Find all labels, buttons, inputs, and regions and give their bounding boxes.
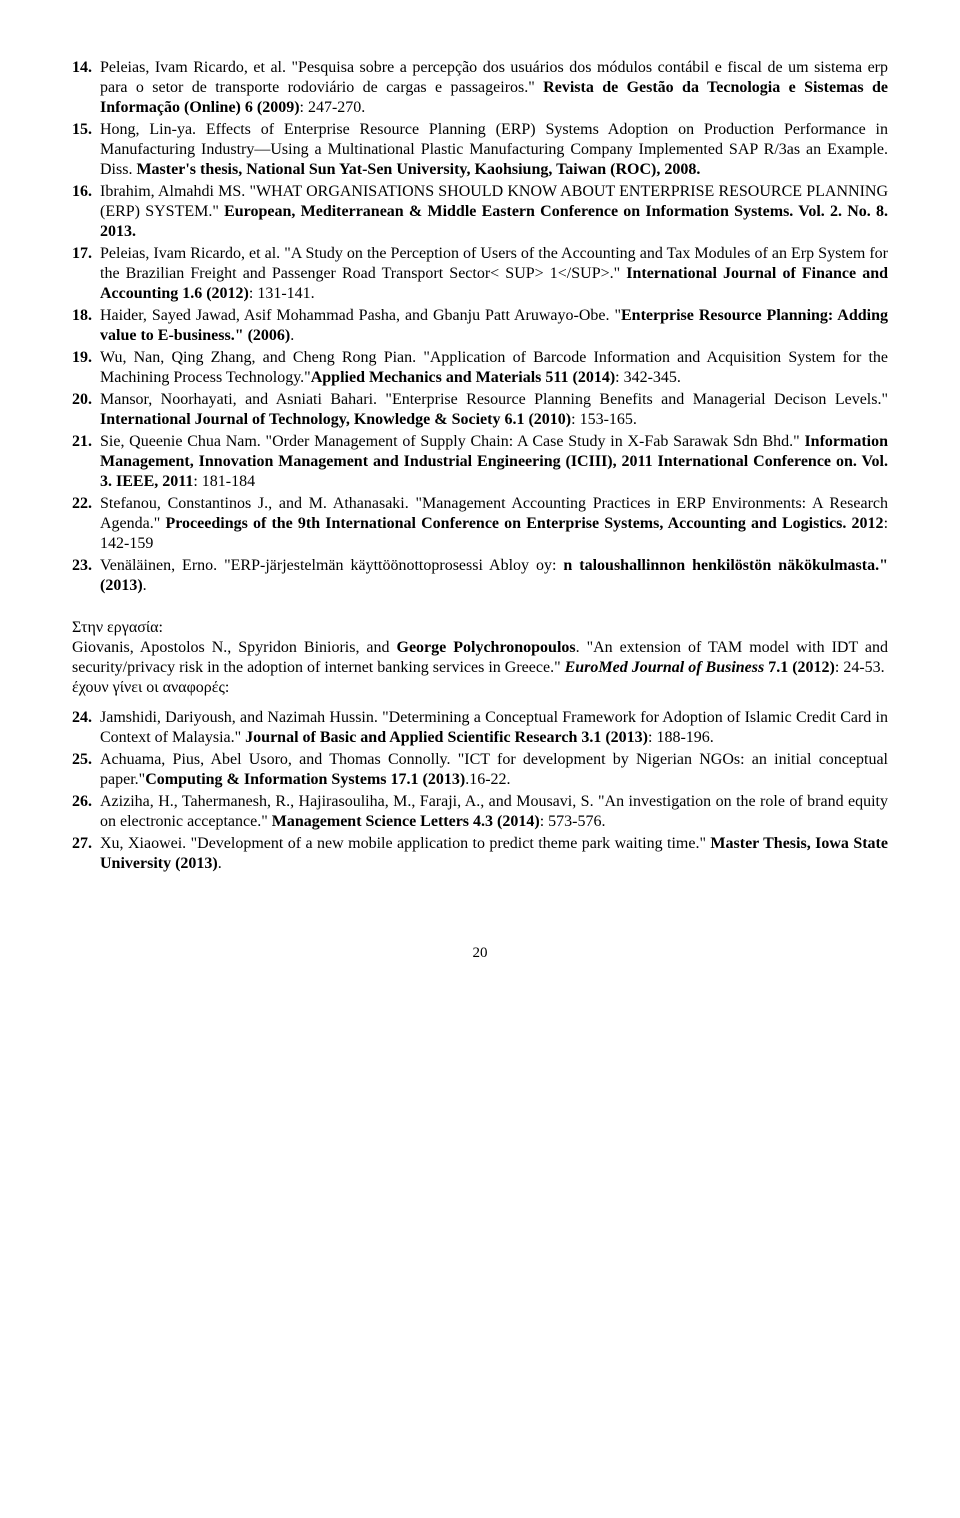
reference-text: Stefanou, Constantinos J., and M. Athana… [100,495,888,552]
reference-number: 16. [72,182,92,202]
reference-text: Peleias, Ivam Ricardo, et al. "Pesquisa … [100,59,888,116]
references-list-2: 24. Jamshidi, Dariyoush, and Nazimah Huss… [72,708,888,874]
reference-number: 21. [72,432,92,452]
reference-number: 14. [72,58,92,78]
reference-number: 27. [72,834,92,854]
reference-item: 18. Haider, Sayed Jawad, Asif Mohammad Pa… [72,306,888,346]
work-citation: Giovanis, Apostolos N., Spyridon Biniori… [72,638,888,678]
reference-text: Haider, Sayed Jawad, Asif Mohammad Pasha… [100,307,888,344]
reference-text: Peleias, Ivam Ricardo, et al. "A Study o… [100,245,888,302]
reference-number: 23. [72,556,92,576]
page-number: 20 [72,944,888,963]
reference-number: 18. [72,306,92,326]
reference-text: Xu, Xiaowei. "Development of a new mobil… [100,835,888,872]
reference-item: 22. Stefanou, Constantinos J., and M. Ath… [72,494,888,554]
reference-text: Jamshidi, Dariyoush, and Nazimah Hussin.… [100,709,888,746]
reference-text: Wu, Nan, Qing Zhang, and Cheng Rong Pian… [100,349,888,386]
reference-number: 15. [72,120,92,140]
reference-text: Aziziha, H., Tahermanesh, R., Hajirasoul… [100,793,888,830]
work-intro-line1: Στην εργασία: [72,618,888,638]
reference-number: 20. [72,390,92,410]
reference-text: Sie, Queenie Chua Nam. "Order Management… [100,433,888,490]
reference-item: 20. Mansor, Noorhayati, and Asniati Bahar… [72,390,888,430]
reference-item: 27. Xu, Xiaowei. "Development of a new mo… [72,834,888,874]
reference-text: Ibrahim, Almahdi MS. "WHAT ORGANISATIONS… [100,183,888,240]
reference-item: 16. Ibrahim, Almahdi MS. "WHAT ORGANISATI… [72,182,888,242]
references-list-1: 14. Peleias, Ivam Ricardo, et al. "Pesqui… [72,58,888,596]
reference-item: 24. Jamshidi, Dariyoush, and Nazimah Huss… [72,708,888,748]
reference-number: 22. [72,494,92,514]
reference-item: 14. Peleias, Ivam Ricardo, et al. "Pesqui… [72,58,888,118]
reference-text: Hong, Lin-ya. Effects of Enterprise Reso… [100,121,888,178]
reference-number: 26. [72,792,92,812]
work-intro-block: Στην εργασία: Giovanis, Apostolos N., Sp… [72,618,888,698]
reference-item: 19. Wu, Nan, Qing Zhang, and Cheng Rong P… [72,348,888,388]
reference-number: 24. [72,708,92,728]
reference-item: 21. Sie, Queenie Chua Nam. "Order Managem… [72,432,888,492]
work-intro-line3: έχουν γίνει οι αναφορές: [72,678,888,698]
reference-text: Venäläinen, Erno. "ERP-järjestelmän käyt… [100,557,888,594]
reference-item: 26. Aziziha, H., Tahermanesh, R., Hajiras… [72,792,888,832]
reference-text: Achuama, Pius, Abel Usoro, and Thomas Co… [100,751,888,788]
reference-text: Mansor, Noorhayati, and Asniati Bahari. … [100,391,888,428]
reference-item: 25. Achuama, Pius, Abel Usoro, and Thomas… [72,750,888,790]
reference-number: 25. [72,750,92,770]
reference-item: 23. Venäläinen, Erno. "ERP-järjestelmän k… [72,556,888,596]
reference-item: 17. Peleias, Ivam Ricardo, et al. "A Stud… [72,244,888,304]
reference-number: 19. [72,348,92,368]
reference-item: 15. Hong, Lin-ya. Effects of Enterprise R… [72,120,888,180]
reference-number: 17. [72,244,92,264]
